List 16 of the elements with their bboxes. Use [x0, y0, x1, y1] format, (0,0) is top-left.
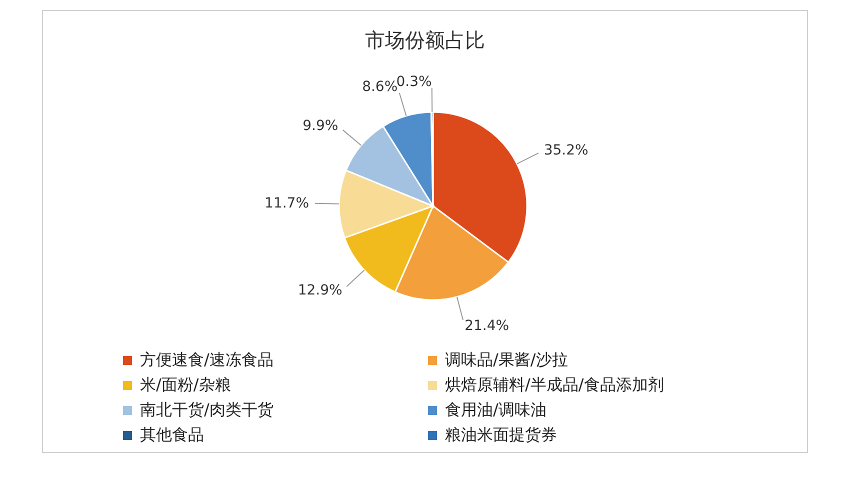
chart-title: 市场份额占比	[364, 27, 486, 52]
data-label: 8.6%	[362, 79, 398, 96]
data-label: 35.2%	[544, 142, 588, 158]
legend-label: 方便速食/速冻食品	[140, 350, 274, 371]
data-label: 12.9%	[298, 282, 342, 299]
data-label: 9.9%	[302, 118, 338, 134]
data-label: 11.7%	[264, 195, 310, 212]
data-label: 0.3%	[396, 74, 432, 90]
legend-label: 南北干货/肉类干货	[140, 400, 274, 421]
legend-label: 粮油米面提货券	[445, 425, 557, 446]
legend-label: 米/面粉/杂粮	[140, 375, 231, 396]
data-label: 21.4%	[464, 318, 510, 334]
legend-label: 食用油/调味油	[445, 400, 546, 421]
legend-label: 调味品/果酱/沙拉	[445, 350, 568, 371]
legend-label: 烘焙原辅料/半成品/食品添加剂	[445, 375, 664, 396]
legend-label: 其他食品	[140, 425, 204, 446]
